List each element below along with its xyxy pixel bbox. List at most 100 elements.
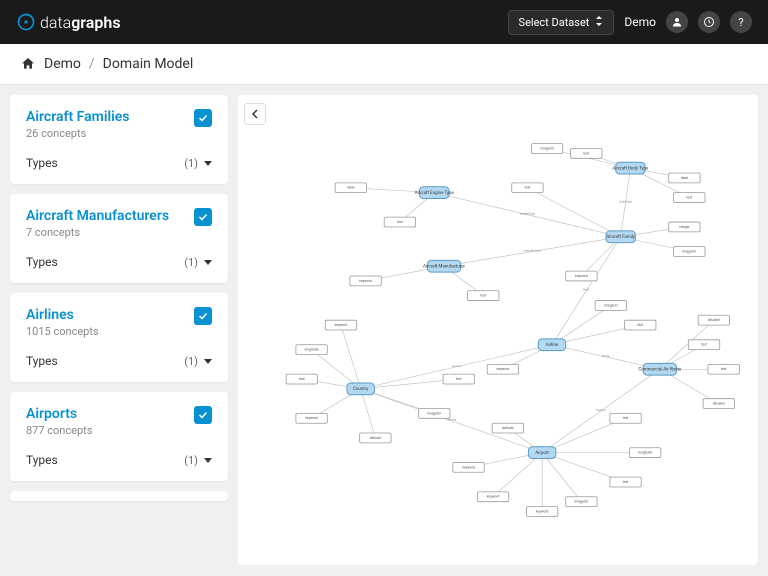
graph-leaf[interactable]	[610, 413, 641, 423]
svg-text:fleet: fleet	[583, 288, 589, 292]
card-subtitle: 877 concepts	[26, 424, 92, 437]
svg-text:engineType: engineType	[520, 212, 535, 216]
graph-leaf[interactable]	[325, 320, 356, 330]
chevron-down-icon[interactable]	[204, 161, 212, 166]
concept-card: Aircraft Families 26 concepts Types (1)	[10, 95, 228, 184]
card-title[interactable]: Aircraft Families	[26, 109, 129, 125]
graph-leaf[interactable]	[708, 364, 739, 374]
concept-card	[10, 491, 228, 501]
domain-graph[interactable]: engineTypebodyTypemanufacturercountryfle…	[238, 95, 758, 565]
demo-label: Demo	[624, 15, 656, 29]
graph-leaf[interactable]	[296, 413, 327, 423]
graph-leaf[interactable]	[477, 492, 508, 502]
card-checkbox[interactable]	[194, 208, 212, 226]
graph-panel[interactable]: engineTypebodyTypemanufacturercountryfle…	[238, 95, 758, 565]
history-icon[interactable]	[698, 11, 720, 33]
card-title[interactable]: Aircraft Manufacturers	[26, 208, 169, 224]
dataset-select[interactable]: Select Dataset	[508, 10, 615, 35]
graph-leaf[interactable]	[669, 173, 700, 183]
graph-leaf[interactable]	[674, 247, 705, 257]
graph-leaf[interactable]	[566, 497, 597, 507]
card-title[interactable]: Airlines	[26, 307, 99, 323]
types-count: (1)	[184, 454, 198, 467]
graph-leaf[interactable]	[571, 148, 602, 158]
logo[interactable]: datagraphs	[16, 12, 121, 32]
graph-hub[interactable]	[616, 162, 645, 174]
graph-leaf[interactable]	[688, 340, 719, 350]
breadcrumb-item[interactable]: Demo	[44, 56, 81, 72]
types-count: (1)	[184, 256, 198, 269]
card-subtitle: 1015 concepts	[26, 325, 99, 338]
graph-leaf[interactable]	[629, 448, 660, 458]
graph-hub[interactable]	[427, 260, 460, 272]
svg-text:airline: airline	[602, 354, 610, 358]
graph-leaf[interactable]	[526, 507, 557, 517]
chevron-down-icon[interactable]	[204, 359, 212, 364]
graph-hub[interactable]	[538, 339, 565, 351]
graph-leaf[interactable]	[669, 222, 700, 232]
card-checkbox[interactable]	[194, 406, 212, 424]
types-label: Types	[26, 453, 58, 467]
graph-leaf[interactable]	[674, 193, 705, 203]
graph-leaf[interactable]	[453, 462, 484, 472]
types-label: Types	[26, 156, 58, 170]
chevron-down-icon[interactable]	[204, 260, 212, 265]
card-title[interactable]: Airports	[26, 406, 92, 422]
check-icon	[197, 211, 209, 223]
graph-leaf[interactable]	[610, 477, 641, 487]
types-count: (1)	[184, 157, 198, 170]
svg-text:from/to: from/to	[596, 408, 606, 412]
graph-leaf[interactable]	[512, 183, 543, 193]
graph-leaf[interactable]	[487, 364, 518, 374]
svg-text:manufacturer: manufacturer	[523, 249, 541, 253]
graph-leaf[interactable]	[296, 345, 327, 355]
breadcrumb: Demo / Domain Model	[0, 44, 768, 85]
graph-leaf[interactable]	[698, 315, 729, 325]
graph-leaf[interactable]	[443, 374, 474, 384]
graph-leaf[interactable]	[703, 399, 734, 409]
card-subtitle: 26 concepts	[26, 127, 129, 140]
header-right: Select Dataset Demo ?	[508, 10, 752, 35]
graph-leaf[interactable]	[360, 433, 391, 443]
chevron-left-icon	[251, 109, 259, 119]
main: Aircraft Families 26 concepts Types (1) …	[0, 85, 768, 575]
graph-leaf[interactable]	[350, 276, 381, 286]
card-checkbox[interactable]	[194, 307, 212, 325]
graph-leaf[interactable]	[625, 320, 656, 330]
graph-hub[interactable]	[606, 231, 635, 243]
card-checkbox[interactable]	[194, 109, 212, 127]
check-icon	[197, 112, 209, 124]
graph-leaf[interactable]	[566, 271, 597, 281]
concept-card: Airlines 1015 concepts Types (1)	[10, 293, 228, 382]
graph-leaf[interactable]	[595, 301, 626, 311]
concept-card: Aircraft Manufacturers 7 concepts Types …	[10, 194, 228, 283]
collapse-sidebar-button[interactable]	[244, 103, 266, 125]
graph-leaf[interactable]	[531, 144, 562, 154]
types-label: Types	[26, 354, 58, 368]
graph-hub[interactable]	[528, 447, 555, 459]
home-icon[interactable]	[20, 56, 36, 72]
breadcrumb-item[interactable]: Domain Model	[103, 56, 194, 72]
breadcrumb-sep: /	[89, 56, 95, 72]
graph-hub[interactable]	[420, 187, 449, 199]
help-icon[interactable]: ?	[730, 11, 752, 33]
graph-hub[interactable]	[347, 383, 374, 395]
graph-leaf[interactable]	[286, 374, 317, 384]
graph-leaf[interactable]	[335, 183, 366, 193]
graph-hub[interactable]	[643, 363, 676, 375]
graph-leaf[interactable]	[492, 423, 523, 433]
svg-text:bodyType: bodyType	[619, 199, 632, 203]
user-icon[interactable]	[666, 11, 688, 33]
check-icon	[197, 409, 209, 421]
types-count: (1)	[184, 355, 198, 368]
graph-leaf[interactable]	[419, 408, 450, 418]
sidebar[interactable]: Aircraft Families 26 concepts Types (1) …	[0, 85, 238, 575]
concept-card: Airports 877 concepts Types (1)	[10, 392, 228, 481]
app-header: datagraphs Select Dataset Demo ?	[0, 0, 768, 44]
types-label: Types	[26, 255, 58, 269]
graph-leaf[interactable]	[384, 217, 415, 227]
graph-leaf[interactable]	[468, 291, 499, 301]
updown-icon	[595, 16, 603, 29]
card-subtitle: 7 concepts	[26, 226, 169, 239]
chevron-down-icon[interactable]	[204, 458, 212, 463]
